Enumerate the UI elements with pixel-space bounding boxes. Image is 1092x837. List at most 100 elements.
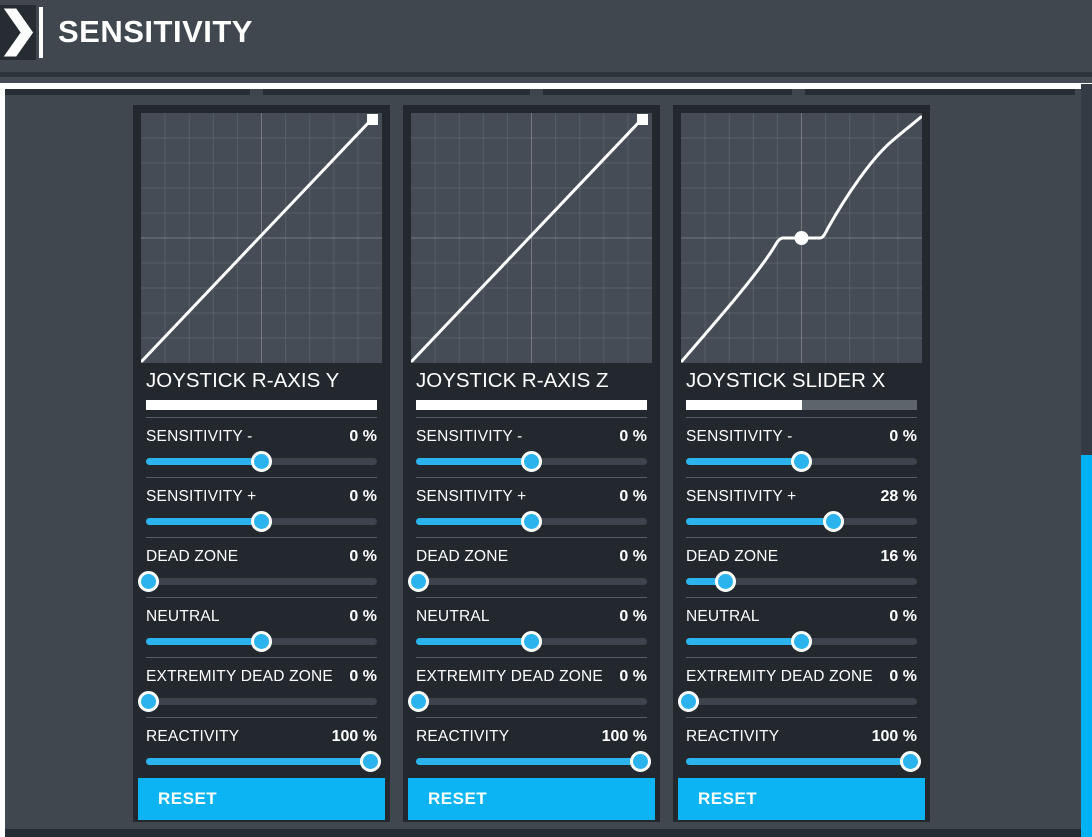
slider-value: 0 % — [889, 668, 917, 685]
slider-row-neutral: NEUTRAL 0 % — [416, 597, 647, 657]
slider-row-sensitivity: SENSITIVITY - 0 % — [416, 417, 647, 477]
slider-fill — [416, 638, 532, 645]
left-scroll-edge — [0, 83, 5, 837]
slider-fill — [416, 758, 641, 765]
slider-thumb[interactable] — [629, 751, 651, 772]
reset-button[interactable]: RESET — [408, 778, 655, 820]
response-curve-graph[interactable] — [141, 113, 382, 363]
slider-thumb[interactable] — [823, 511, 845, 532]
slider-thumb[interactable] — [521, 631, 542, 652]
slider-row-sensitivity: SENSITIVITY + 28 % — [686, 477, 917, 537]
slider-fill — [686, 578, 726, 585]
slider-label: REACTIVITY — [416, 728, 510, 745]
axis-value-indicator — [146, 400, 377, 410]
slider-fill — [146, 638, 262, 645]
response-curve-graph[interactable] — [411, 113, 652, 363]
slider-thumb[interactable] — [714, 571, 736, 592]
slider-thumb[interactable] — [407, 571, 429, 592]
slider-label: DEAD ZONE — [686, 548, 779, 565]
slider-row-reactivity: REACTIVITY 100 % — [686, 717, 921, 777]
slider-thumb[interactable] — [137, 691, 159, 712]
response-curve — [141, 113, 382, 363]
axis-title: JOYSTICK SLIDER X — [686, 369, 886, 392]
slider-thumb[interactable] — [521, 511, 542, 532]
slider-label: EXTREMITY DEAD ZONE — [416, 668, 603, 685]
slider-thumb[interactable] — [251, 631, 272, 652]
slider-label: SENSITIVITY + — [146, 488, 257, 505]
slider-value: 100 % — [601, 728, 647, 745]
slider-value: 0 % — [349, 668, 377, 685]
slider-track[interactable] — [686, 698, 917, 705]
slider-thumb[interactable] — [791, 451, 812, 472]
axis-value-indicator-fill — [146, 400, 377, 410]
slider-label: EXTREMITY DEAD ZONE — [146, 668, 333, 685]
response-curve — [411, 113, 652, 363]
slider-value: 100 % — [331, 728, 377, 745]
slider-label: SENSITIVITY + — [416, 488, 527, 505]
slider-label: NEUTRAL — [416, 608, 490, 625]
double-chevron-right-icon — [3, 8, 34, 57]
slider-fill — [686, 758, 911, 765]
slider-fill — [686, 458, 802, 465]
slider-list: SENSITIVITY - 0 % SENSITIVITY + 0 % DEAD… — [137, 417, 381, 777]
slider-list: SENSITIVITY - 0 % SENSITIVITY + 0 % DEAD… — [407, 417, 651, 777]
slider-thumb[interactable] — [521, 451, 542, 472]
slider-thumb[interactable] — [251, 511, 272, 532]
slider-track[interactable] — [146, 578, 377, 585]
slider-row-sensitivity: SENSITIVITY - 0 % — [146, 417, 377, 477]
slider-thumb[interactable] — [791, 631, 812, 652]
axis-value-indicator-fill — [416, 400, 647, 410]
horizontal-scrollbar[interactable] — [0, 83, 1092, 89]
app-logo — [0, 5, 36, 60]
vertical-scrollbar[interactable] — [1081, 84, 1092, 837]
slider-value: 0 % — [349, 488, 377, 505]
axis-panel-joystick-r-axis-z: JOYSTICK R-AXIS Z SENSITIVITY - 0 % SENS… — [403, 105, 660, 822]
reset-button[interactable]: RESET — [138, 778, 385, 820]
slider-value: 0 % — [349, 548, 377, 565]
slider-thumb[interactable] — [137, 571, 159, 592]
vertical-scrollbar-thumb[interactable] — [1081, 455, 1092, 837]
slider-label: DEAD ZONE — [146, 548, 239, 565]
slider-value: 0 % — [349, 428, 377, 445]
axis-value-indicator — [686, 400, 917, 410]
clipped-panel-gap — [792, 89, 805, 95]
axis-title: JOYSTICK R-AXIS Z — [416, 369, 609, 392]
slider-thumb[interactable] — [251, 451, 272, 472]
slider-label: DEAD ZONE — [416, 548, 509, 565]
slider-track[interactable] — [416, 698, 647, 705]
slider-row-extremity-dead-zone: EXTREMITY DEAD ZONE 0 % — [407, 657, 647, 717]
slider-fill — [416, 458, 532, 465]
slider-track[interactable] — [686, 578, 917, 585]
reset-button[interactable]: RESET — [678, 778, 925, 820]
slider-fill — [146, 758, 371, 765]
clipped-panels-row — [5, 89, 1075, 95]
slider-row-reactivity: REACTIVITY 100 % — [146, 717, 381, 777]
slider-value: 16 % — [880, 548, 917, 565]
slider-thumb[interactable] — [407, 691, 429, 712]
slider-thumb[interactable] — [359, 751, 381, 772]
response-curve-graph[interactable] — [681, 113, 922, 363]
header-underline — [0, 72, 1092, 77]
slider-label: SENSITIVITY - — [686, 428, 793, 445]
slider-thumb[interactable] — [899, 751, 921, 772]
slider-track[interactable] — [146, 698, 377, 705]
slider-value: 0 % — [619, 488, 647, 505]
slider-track[interactable] — [416, 578, 647, 585]
clipped-panel-gap — [530, 89, 543, 95]
slider-fill — [686, 638, 802, 645]
slider-label: NEUTRAL — [686, 608, 760, 625]
slider-row-dead-zone: DEAD ZONE 0 % — [407, 537, 647, 597]
slider-label: REACTIVITY — [146, 728, 240, 745]
slider-value: 0 % — [889, 428, 917, 445]
slider-row-extremity-dead-zone: EXTREMITY DEAD ZONE 0 % — [137, 657, 377, 717]
header-divider — [39, 7, 43, 58]
slider-row-neutral: NEUTRAL 0 % — [686, 597, 917, 657]
response-curve — [681, 113, 922, 363]
slider-list: SENSITIVITY - 0 % SENSITIVITY + 28 % DEA… — [677, 417, 921, 777]
axis-panel-joystick-slider-x: JOYSTICK SLIDER X SENSITIVITY - 0 % SENS… — [673, 105, 930, 822]
slider-thumb[interactable] — [677, 691, 699, 712]
slider-value: 0 % — [619, 428, 647, 445]
bottom-clipped-row — [5, 829, 1081, 837]
axis-value-indicator — [416, 400, 647, 410]
slider-value: 100 % — [871, 728, 917, 745]
